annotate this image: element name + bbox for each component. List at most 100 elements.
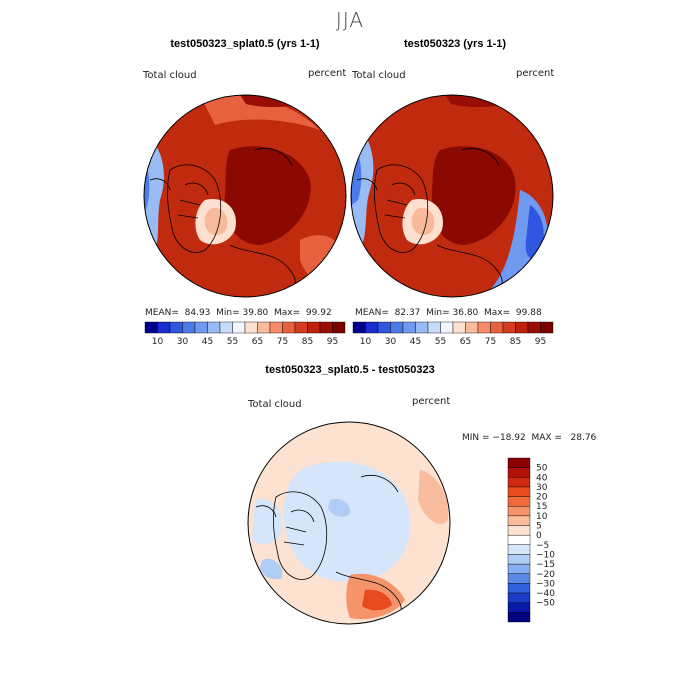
panel2-polar-max: [431, 146, 516, 245]
panel2-colorbar-bin: [415, 321, 429, 334]
panel2-colorbar-tick-label: 85: [510, 337, 521, 347]
panel2-colorbar-bin: [427, 321, 441, 334]
panel3-colorbar-bin: [507, 544, 531, 555]
panel1-colorbar-bin: [144, 321, 158, 334]
panel2-colorbar-bin: [502, 321, 516, 334]
panel3-colorbar-tick-label: −20: [536, 570, 555, 580]
season-title: JJA: [335, 8, 365, 32]
panel1-stats: MEAN= 84.93 Min= 39.80 Max= 99.92: [145, 308, 332, 318]
panel1-colorbar-tick-label: 30: [177, 337, 189, 347]
panel1-max-value: 99.92: [305, 308, 332, 318]
panel1-colorbar-bin: [182, 321, 196, 334]
panel3-map: [247, 421, 451, 625]
panel3-colorbar-tick-label: −40: [536, 589, 555, 599]
panel3-colorbar-bin: [507, 573, 531, 584]
panel3-colorbar-tick-label: 20: [536, 493, 548, 503]
panel1-colorbar-bin: [244, 321, 258, 334]
panel2-colorbar-bin: [452, 321, 466, 334]
panel3-units-label: percent: [412, 396, 451, 407]
panel2-colorbar-bin: [365, 321, 379, 334]
panel3-colorbar-bin: [507, 554, 531, 565]
panel1-min-label: Min=: [216, 308, 240, 318]
panel1-min-value: 39.80: [242, 308, 269, 318]
panel3-stats: MIN = −18.92 MAX = 28.76: [462, 433, 597, 443]
panel1-colorbar-tick-label: 45: [202, 337, 213, 347]
panel2-colorbar-tick-label: 55: [435, 337, 446, 347]
panel1-colorbar-bin: [282, 321, 296, 334]
panel2-colorbar-tick-label: 45: [410, 337, 421, 347]
panel3-colorbar-bin: [507, 534, 531, 546]
panel2-colorbar-bin: [440, 321, 454, 334]
panel1-max-label: Max=: [274, 308, 301, 318]
panel1-variable-label: Total cloud: [143, 70, 197, 81]
panel3-negative-core: [328, 498, 351, 517]
panel3-colorbar-tick-label: 0: [536, 531, 542, 541]
panel1-colorbar-bin: [157, 321, 171, 334]
panel3-negative-sw: [260, 558, 283, 580]
panel1-units-label: percent: [308, 68, 347, 79]
panel3-colorbar-bin: [507, 583, 531, 594]
panel2-units-label: percent: [516, 68, 555, 79]
panel2-colorbar-bin: [477, 321, 491, 334]
panel1-colorbar-tick-label: 75: [277, 337, 288, 347]
panel1-colorbar-bin: [257, 321, 271, 334]
panel2-map: [350, 94, 554, 298]
panel2-field: [351, 95, 553, 297]
panel1-colorbar-bin: [169, 321, 183, 334]
panel3-colorbar-tick-label: 10: [536, 512, 548, 522]
panel2-colorbar-bin: [352, 321, 366, 334]
panel3-colorbar-bin: [507, 457, 531, 468]
panel2-max-label: Max=: [484, 308, 511, 318]
panel1-high-lat-band: [200, 95, 320, 130]
panel3-colorbar-tick-label: 50: [536, 464, 548, 474]
panel2-colorbar-bin: [465, 321, 479, 334]
panel1-colorbar-tick-label: 10: [152, 337, 164, 347]
panel2-north-edge: [445, 95, 502, 108]
panel1-map: [143, 94, 347, 298]
panel2-colorbar-bin: [377, 321, 391, 334]
panel3-negative-center: [283, 461, 411, 583]
panel3-colorbar-bin: [507, 496, 531, 507]
panel3-negative-west: [252, 499, 283, 545]
panel3-title: test050323_splat0.5 - test050323: [265, 364, 435, 376]
panel3-colorbar-bin: [507, 467, 531, 478]
panel1-colorbar-bin: [269, 321, 283, 334]
panel3-colorbar-bin: [507, 486, 531, 497]
panel2-mean-label: MEAN=: [355, 308, 389, 318]
panel2-colorbar-bin: [490, 321, 504, 334]
panel3-positive-east: [418, 470, 449, 524]
panel3-colorbar-bin: [507, 612, 531, 623]
panel1-colorbar-bin: [307, 321, 321, 334]
panel3-positive-south-core: [362, 589, 392, 611]
panel2-map-boundary: [350, 94, 554, 298]
panel1-mean-value: 84.93: [184, 308, 211, 318]
panel3-colorbar-tick-label: −5: [536, 541, 549, 551]
panel2-min-label: Min=: [426, 308, 450, 318]
panel3-colorbar-tick-label: −10: [536, 550, 555, 560]
panel2-max-value: 99.88: [515, 308, 542, 318]
panel1-title: test050323_splat0.5 (yrs 1-1): [170, 38, 320, 50]
panel1-colorbar-tick-label: 65: [252, 337, 263, 347]
panel2-colorbar-bin: [402, 321, 416, 334]
panel1-colorbar-bin: [219, 321, 233, 334]
panel1-colorbar-bin: [207, 321, 221, 334]
panel2-min-value: 36.80: [452, 308, 479, 318]
panel3-colorbar-bin: [507, 563, 531, 574]
panel2-low-cloud-east-core: [525, 205, 544, 260]
panel2-stats: MEAN= 82.37 Min= 36.80 Max= 99.88: [355, 308, 542, 318]
panel2-colorbar-tick-label: 65: [460, 337, 471, 347]
panel2-colorbar-tick-label: 10: [360, 337, 372, 347]
panel3-variable-label: Total cloud: [248, 399, 302, 410]
panel3-map-boundary: [247, 421, 451, 625]
panel3-colorbar-tick-label: 30: [536, 483, 548, 493]
panel1-colorbar: 10 30 45 55 65 75 85 95: [144, 321, 346, 347]
panel1-colorbar-bin: [319, 321, 333, 334]
panel1-colorbar-bin: [194, 321, 208, 334]
panel1-mean-label: MEAN=: [145, 308, 179, 318]
panel3-colorbar-tick-label: −50: [536, 599, 555, 609]
panel2-colorbar-bin: [540, 321, 554, 334]
panel2-greenland-min-core: [411, 207, 435, 236]
panel2-colorbar-bin: [515, 321, 529, 334]
